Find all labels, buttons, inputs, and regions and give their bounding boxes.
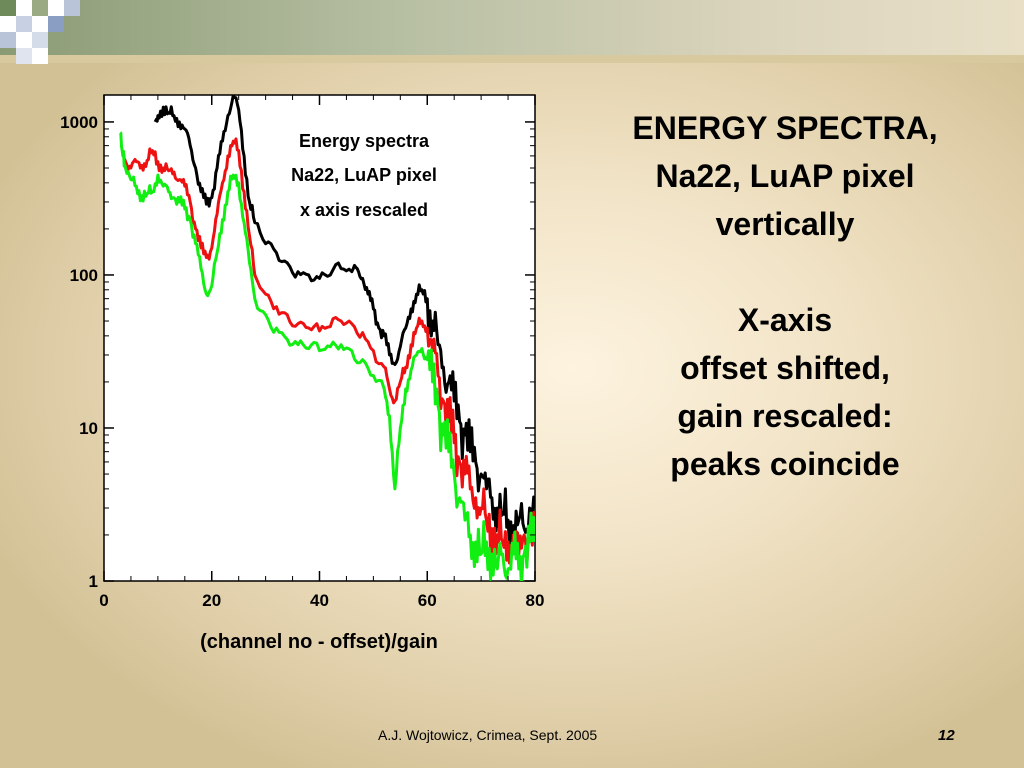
y-tick-label: 10 [79,419,98,438]
decorative-squares [0,0,80,64]
x-tick-label: 0 [99,591,108,610]
footer-credit: A.J. Wojtowicz, Crimea, Sept. 2005 [378,727,598,743]
y-tick-label: 1000 [60,113,98,132]
heading-line-3: vertically [715,206,855,242]
note-line-4: peaks coincide [670,446,900,482]
x-tick-label: 60 [418,591,437,610]
legend-line-2: Na22, LuAP pixel [291,165,437,185]
legend-line-3: x axis rescaled [300,200,428,220]
heading-line-1: ENERGY SPECTRA, [632,110,938,146]
note-line-2: offset shifted, [680,350,890,386]
x-tick-label: 20 [202,591,221,610]
header-bar [0,0,1024,55]
series-line-red [121,137,535,566]
note-line-1: X-axis [737,302,833,338]
series-line-green [119,131,535,581]
y-tick-label: 1 [89,572,98,591]
y-tick-label: 100 [70,266,98,285]
x-tick-label: 40 [310,591,329,610]
note-line-3: gain rescaled: [677,398,893,434]
heading-line-2: Na22, LuAP pixel [655,158,915,194]
chart-legend: Energy spectra Na22, LuAP pixel x axis r… [291,131,437,220]
legend-line-1: Energy spectra [299,131,430,151]
x-tick-label: 80 [526,591,545,610]
page-number: 12 [938,727,955,744]
header-strip [0,55,1024,63]
series-line-black [153,95,535,556]
slide-text-block: ENERGY SPECTRA, Na22, LuAP pixel vertica… [580,104,990,488]
x-axis-label: (channel no - offset)/gain [200,631,438,653]
energy-spectra-chart: 1 10 100 1000 0 20 40 60 80 Energy spectra Na22,… [60,94,545,653]
